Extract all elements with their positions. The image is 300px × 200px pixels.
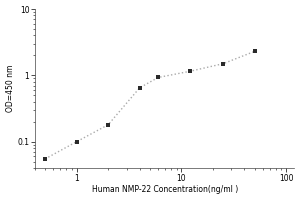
Y-axis label: OD=450 nm: OD=450 nm bbox=[6, 65, 15, 112]
X-axis label: Human NMP-22 Concentration(ng/ml ): Human NMP-22 Concentration(ng/ml ) bbox=[92, 185, 238, 194]
